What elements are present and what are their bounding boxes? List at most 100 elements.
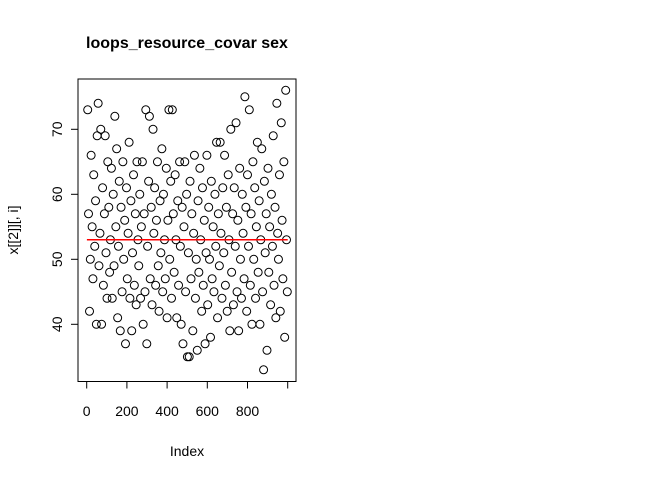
data-point [250, 183, 260, 193]
x-axis-label: Index [170, 443, 204, 459]
data-point [123, 228, 133, 238]
data-point [146, 202, 156, 212]
data-point [158, 189, 168, 199]
data-point [208, 222, 218, 232]
data-point [173, 196, 183, 206]
data-point [233, 215, 243, 225]
data-point [203, 300, 213, 310]
data-point [254, 196, 264, 206]
data-point [128, 248, 138, 258]
y-axis: 40 50 60 70 [49, 121, 79, 332]
data-point [247, 319, 257, 329]
data-point [214, 261, 224, 271]
data-point [139, 209, 149, 219]
data-point [98, 183, 108, 193]
data-point [140, 287, 150, 297]
data-point [156, 248, 166, 258]
data-point [184, 352, 194, 362]
data-point [180, 157, 190, 167]
data-point [122, 274, 132, 284]
data-point [241, 202, 251, 212]
data-point [172, 313, 182, 323]
data-point [162, 313, 172, 323]
data-point [266, 300, 276, 310]
data-point [99, 209, 109, 219]
data-point [246, 209, 256, 219]
data-point [253, 267, 263, 277]
data-point [85, 254, 95, 264]
data-point [228, 300, 238, 310]
data-point [204, 202, 214, 212]
data-point [148, 124, 158, 134]
data-point [120, 215, 130, 225]
data-point [270, 202, 280, 212]
data-point [251, 222, 261, 232]
data-point [115, 326, 125, 336]
data-point [223, 170, 233, 180]
data-point [105, 267, 115, 277]
data-point [282, 287, 292, 297]
data-point [117, 287, 127, 297]
data-point [197, 183, 207, 193]
data-point [88, 274, 98, 284]
data-point [259, 176, 269, 186]
data-point [239, 274, 249, 284]
data-point [108, 189, 118, 199]
data-point [93, 98, 103, 108]
data-point [281, 85, 291, 95]
data-point [221, 202, 231, 212]
data-point [113, 313, 123, 323]
data-point [149, 228, 159, 238]
data-point [144, 111, 154, 121]
data-point [194, 267, 204, 277]
data-point [212, 137, 222, 147]
data-point [101, 248, 111, 258]
data-point [121, 183, 131, 193]
data-point [275, 306, 285, 316]
data-point [195, 163, 205, 173]
data-point [90, 241, 100, 251]
data-point [259, 365, 269, 375]
data-point [197, 306, 207, 316]
data-point [264, 267, 274, 277]
data-point [215, 137, 225, 147]
data-point [174, 280, 184, 290]
x-tick-label: 200 [115, 403, 139, 419]
data-point [176, 319, 186, 329]
data-point [211, 241, 221, 251]
data-point [181, 287, 191, 297]
data-point [188, 326, 198, 336]
data-point [86, 150, 96, 160]
y-tick-label: 70 [49, 121, 65, 137]
data-point [158, 287, 168, 297]
data-point [113, 241, 123, 251]
data-point [167, 105, 177, 115]
data-point [119, 254, 129, 264]
data-point [202, 150, 212, 160]
data-point [226, 124, 236, 134]
data-point [232, 287, 242, 297]
data-point [216, 228, 226, 238]
data-point [268, 131, 278, 141]
data-point [238, 228, 248, 238]
data-point [161, 163, 171, 173]
data-point [185, 176, 195, 186]
data-point [168, 209, 178, 219]
data-point [207, 274, 217, 284]
data-point [144, 176, 154, 186]
data-point [248, 157, 258, 167]
data-point [124, 137, 134, 147]
data-point [166, 176, 176, 186]
data-point [169, 267, 179, 277]
data-point [274, 170, 284, 180]
x-tick-label: 0 [83, 403, 91, 419]
data-point [91, 196, 101, 206]
data-point [243, 170, 252, 180]
data-point [182, 189, 192, 199]
data-point [279, 157, 289, 167]
data-point [151, 280, 161, 290]
data-point [182, 352, 192, 362]
data-point [151, 215, 161, 225]
x-tick-label: 400 [155, 403, 179, 419]
data-point [91, 319, 101, 329]
